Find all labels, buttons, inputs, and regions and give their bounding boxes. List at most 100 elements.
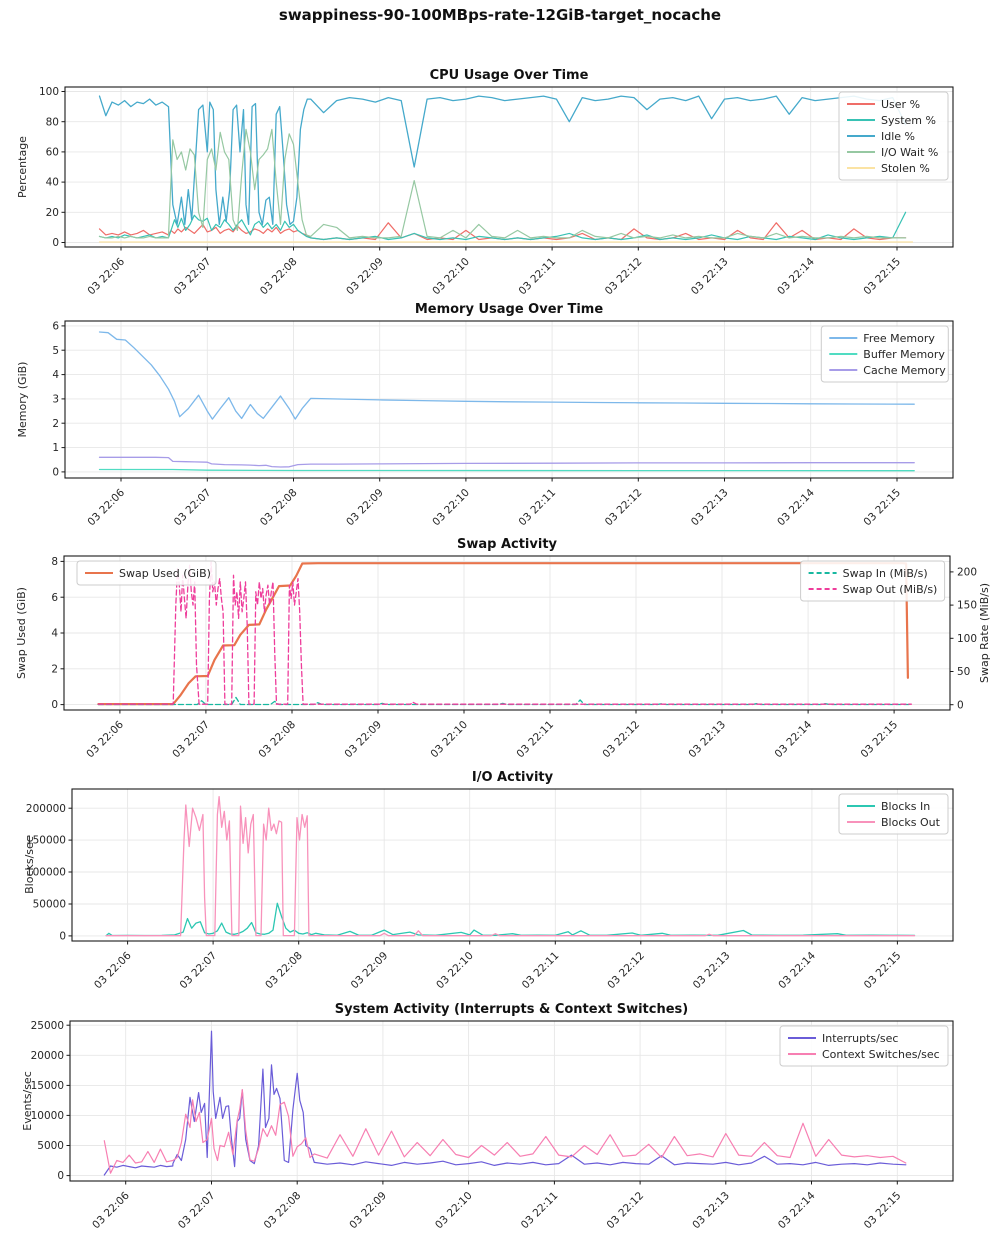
x-tick-label: 03 22:15: [861, 256, 903, 298]
legend-label-user: User %: [881, 98, 920, 111]
x-tick-label: 03 22:08: [256, 719, 298, 761]
x-tick-label: 03 22:12: [605, 1190, 647, 1232]
x-tick-label: 03 22:08: [258, 256, 300, 298]
y-tick-label: 200000: [26, 803, 66, 815]
legend-label-cache-memory: Cache Memory: [863, 364, 946, 377]
y2-tick-label: 200: [957, 567, 977, 579]
y-tick-label: 1: [52, 442, 59, 454]
x-tick-label: 03 22:08: [263, 950, 305, 992]
series-buffer-memory: [98, 468, 915, 472]
chart-title: I/O Activity: [472, 770, 554, 785]
series-context-switches-sec: [103, 1089, 907, 1174]
x-tick-label: 03 22:13: [689, 256, 731, 298]
legend-label-free-memory: Free Memory: [863, 332, 935, 345]
page-title: swappiness-90-100MBps-rate-12GiB-target_…: [278, 6, 722, 24]
x-tick-label: 03 22:14: [775, 486, 817, 528]
series-idle: [98, 95, 907, 226]
legend-label-buffer-memory: Buffer Memory: [863, 348, 945, 361]
x-tick-label: 03 22:06: [85, 255, 127, 297]
legend-label-i-o-wait: I/O Wait %: [881, 146, 938, 159]
x-tick-label: 03 22:10: [433, 1190, 475, 1232]
chart-io-activity: 03 22:06 03 22:07 03 22:08 03 22:09 03 22:10…: [23, 770, 954, 992]
y-axis-label: Blocks/sec: [23, 836, 36, 894]
series-free-memory: [98, 331, 915, 420]
legend-box: [800, 560, 946, 602]
y-tick-label: 150000: [26, 835, 66, 847]
y2-axis-label: Swap Rate (MiB/s): [978, 583, 991, 683]
legend-box: [838, 793, 949, 835]
y-tick-label: 40: [46, 177, 59, 189]
chart-title: Memory Usage Over Time: [415, 302, 604, 317]
y2-tick-label: 0: [957, 699, 964, 711]
x-tick-label: 03 22:06: [84, 718, 126, 760]
x-tick-label: 03 22:11: [514, 719, 556, 761]
x-tick-label: 03 22:11: [517, 487, 559, 529]
chart-swap-activity: 03 22:06 03 22:07 03 22:08 03 22:09 03 22:10…: [15, 537, 991, 760]
y-tick-label: 4: [52, 369, 59, 381]
y-tick-label: 0: [59, 931, 66, 943]
x-tick-label: 03 22:13: [690, 1190, 732, 1232]
plot-frame: [64, 320, 954, 479]
x-tick-label: 03 22:07: [178, 950, 220, 992]
series-blocks-in: [105, 902, 916, 937]
y-tick-label: 10000: [31, 1110, 64, 1122]
series-swap-used-gib: [97, 562, 909, 706]
y-tick-label: 20000: [31, 1050, 64, 1062]
y-tick-label: 0: [57, 1170, 64, 1182]
y-axis-label: Memory (GiB): [16, 362, 29, 438]
x-tick-label: 03 22:08: [262, 1190, 304, 1232]
x-tick-label: 03 22:11: [517, 256, 559, 298]
x-tick-label: 03 22:07: [172, 256, 214, 298]
y2-tick-label: 150: [957, 600, 977, 612]
y-axis-label: Percentage: [16, 136, 29, 198]
plot-frame: [71, 788, 954, 942]
y-tick-label: 100: [39, 86, 59, 98]
legend-box: [76, 560, 217, 586]
chart-memory-usage: 03 22:06 03 22:07 03 22:08 03 22:09 03 22:10…: [16, 302, 954, 529]
x-tick-label: 03 22:12: [603, 487, 645, 529]
x-tick-label: 03 22:10: [430, 487, 472, 529]
y-tick-label: 0: [52, 467, 59, 479]
x-tick-label: 03 22:14: [775, 255, 817, 297]
y-tick-label: 8: [51, 556, 58, 568]
legend-label-swap-used-gib: Swap Used (GiB): [119, 567, 211, 580]
x-tick-label: 03 22:09: [342, 719, 384, 761]
x-tick-label: 03 22:14: [773, 718, 815, 760]
legend-label-blocks-in: Blocks In: [881, 800, 930, 813]
x-tick-label: 03 22:10: [430, 256, 472, 298]
x-tick-label: 03 22:06: [90, 1189, 132, 1231]
y-axis-label: Swap Used (GiB): [15, 587, 28, 679]
x-tick-label: 03 22:11: [520, 950, 562, 992]
x-tick-label: 03 22:09: [344, 256, 386, 298]
x-tick-label: 03 22:12: [605, 950, 647, 992]
x-tick-label: 03 22:07: [170, 719, 212, 761]
y-tick-label: 20: [46, 207, 59, 219]
x-tick-label: 03 22:13: [689, 487, 731, 529]
x-tick-label: 03 22:12: [603, 256, 645, 298]
legend-label-blocks-out: Blocks Out: [881, 816, 941, 829]
chart-cpu-usage: 03 22:06 03 22:07 03 22:08 03 22:09 03 22:10…: [16, 68, 954, 298]
x-tick-label: 03 22:15: [862, 950, 904, 992]
x-tick-label: 03 22:15: [861, 487, 903, 529]
series-i-o-wait: [98, 128, 907, 239]
series-blocks-out: [105, 796, 916, 937]
x-tick-label: 03 22:06: [92, 949, 134, 991]
x-tick-label: 03 22:08: [258, 487, 300, 529]
series-system: [98, 211, 907, 241]
y-tick-label: 5000: [37, 1140, 64, 1152]
y-axis-label: Events/sec: [21, 1071, 34, 1131]
x-tick-label: 03 22:15: [862, 1190, 904, 1232]
y-tick-label: 4: [51, 628, 58, 640]
x-tick-label: 03 22:09: [349, 950, 391, 992]
x-tick-label: 03 22:07: [172, 487, 214, 529]
x-tick-label: 03 22:10: [434, 950, 476, 992]
legend-label-idle: Idle %: [881, 130, 915, 143]
y-tick-label: 60: [46, 147, 59, 159]
legend-label-stolen: Stolen %: [881, 162, 930, 175]
y-tick-label: 2: [51, 663, 58, 675]
legend-label-swap-out-mib-s: Swap Out (MiB/s): [843, 583, 938, 596]
y-tick-label: 2: [52, 418, 59, 430]
x-tick-label: 03 22:13: [691, 950, 733, 992]
